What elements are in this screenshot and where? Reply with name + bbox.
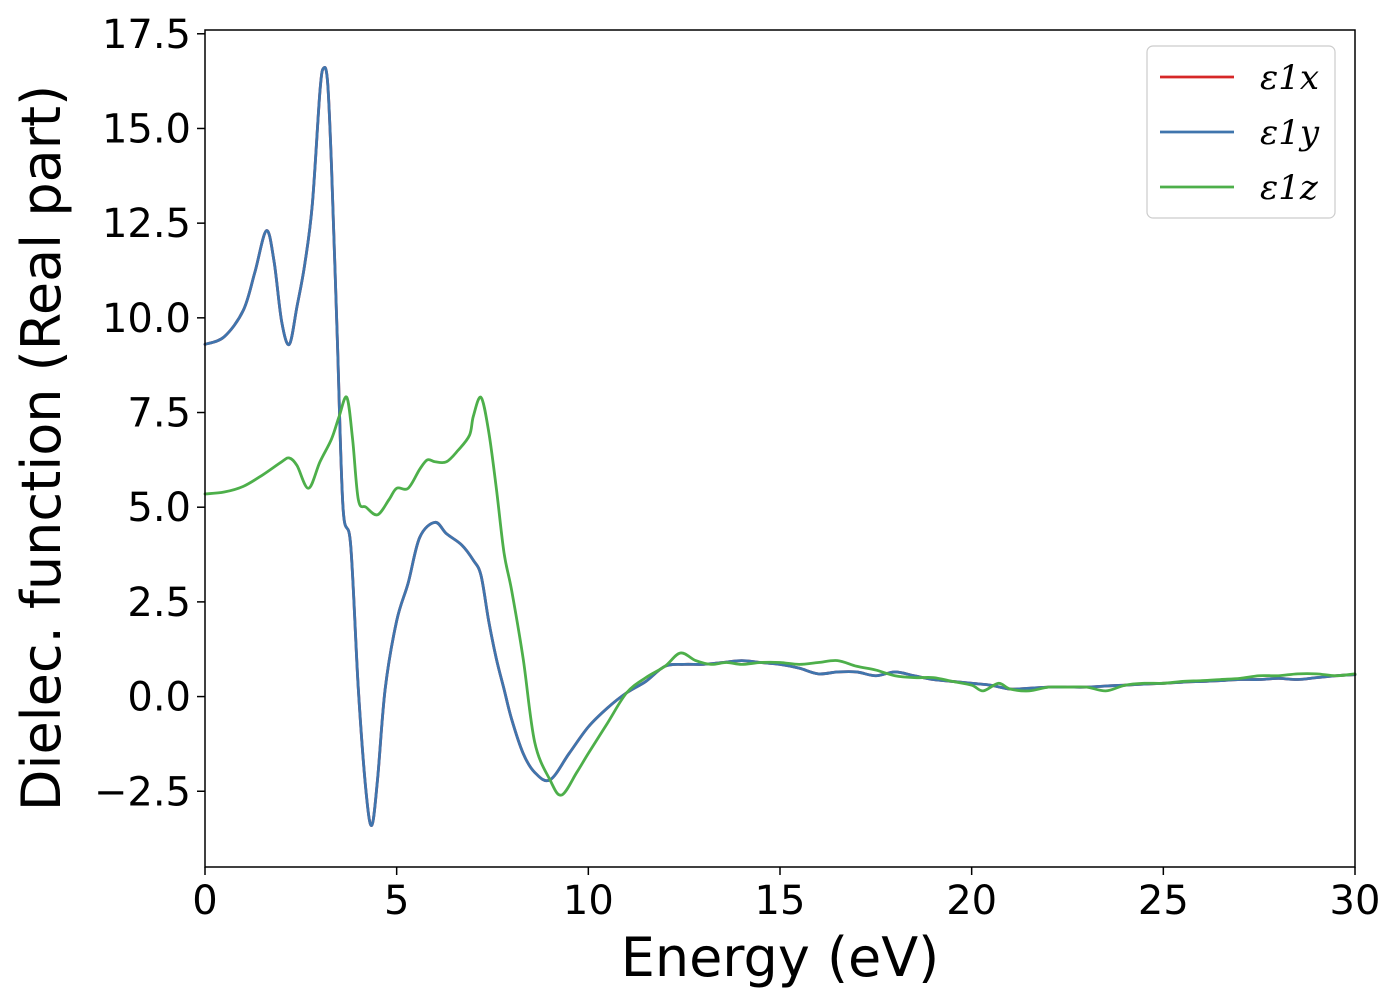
x-tick-label: 15 <box>755 878 806 924</box>
y-axis: −2.5 0.0 2.5 5.0 7.5 10.0 12.5 15.0 17.5 <box>94 12 205 815</box>
y-tick-label: 5.0 <box>127 485 191 531</box>
x-tick-label: 0 <box>192 878 217 924</box>
legend-label-2: ε1y <box>1260 113 1320 153</box>
x-tick-label: 30 <box>1330 878 1381 924</box>
y-tick-label: 2.5 <box>127 580 191 626</box>
x-tick-label: 10 <box>563 878 614 924</box>
x-tick-label: 20 <box>946 878 997 924</box>
x-axis: 0 5 10 15 20 25 30 <box>192 867 1380 924</box>
series-line-3 <box>203 395 1357 797</box>
x-tick-label: 25 <box>1138 878 1189 924</box>
y-tick-label: 15.0 <box>102 106 191 152</box>
y-tick-label: 17.5 <box>102 12 191 58</box>
y-tick-label: 0.0 <box>127 675 191 721</box>
x-axis-title: Energy (eV) <box>621 926 940 989</box>
legend-label-3: ε1z <box>1260 168 1319 208</box>
y-axis-title: Dielec. function (Real part) <box>10 85 73 811</box>
legend: ε1x ε1y ε1z <box>1146 45 1336 219</box>
series-layer <box>203 65 1357 827</box>
x-tick-label: 5 <box>384 878 409 924</box>
y-tick-label: 10.0 <box>102 296 191 342</box>
legend-label-1: ε1x <box>1260 58 1319 98</box>
y-tick-label: 12.5 <box>102 201 191 247</box>
legend-frame <box>1146 45 1336 219</box>
y-tick-label: 7.5 <box>127 391 191 437</box>
y-tick-label: −2.5 <box>94 769 191 815</box>
